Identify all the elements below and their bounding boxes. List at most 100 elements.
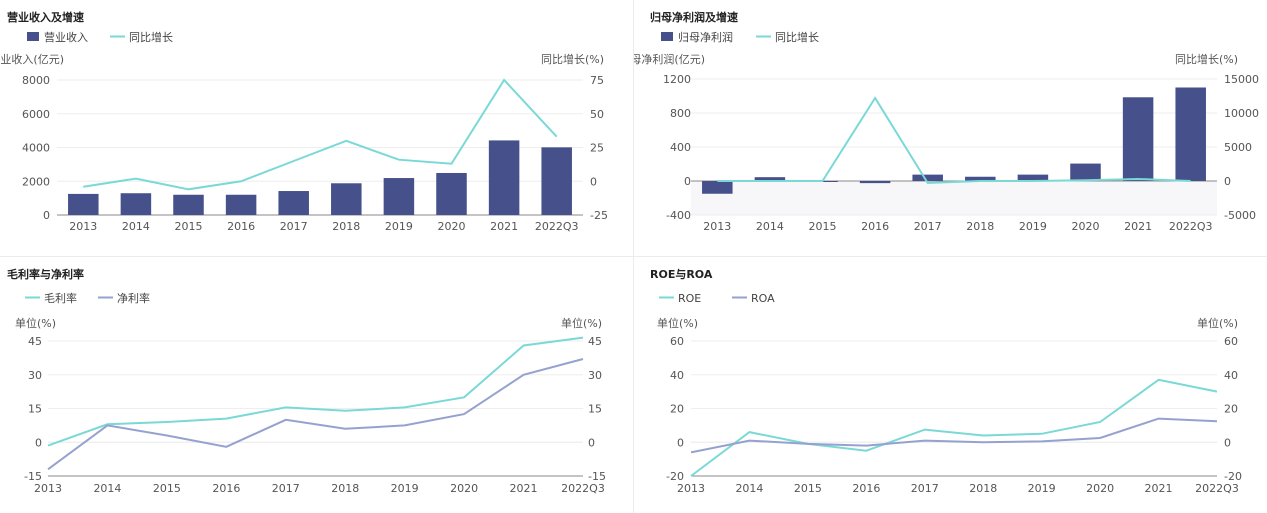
x-tick-label: 2013	[69, 220, 97, 233]
y-tick-right: 75	[590, 74, 604, 87]
series-line-ROE	[690, 378, 1218, 477]
y-tick-left: 6000	[22, 108, 50, 121]
x-tick-label: 2017	[272, 482, 300, 495]
y-tick-right: 15	[588, 403, 602, 416]
legend-label-1: ROA	[751, 292, 775, 305]
y-tick-left: -400	[666, 209, 691, 222]
x-tick-label: 2015	[175, 220, 203, 233]
legend-label-0: 归母净利润	[678, 30, 733, 44]
bar-2018	[331, 183, 362, 215]
y-tick-left: 45	[28, 335, 42, 348]
negative-area-band	[691, 181, 1217, 215]
y-tick-right: 40	[1224, 369, 1238, 382]
x-tick-label: 2021	[1124, 220, 1152, 233]
x-tick-label: 2016	[861, 220, 889, 233]
x-tick-label: 2014	[756, 220, 784, 233]
x-tick-label: 2020	[1086, 482, 1114, 495]
y-tick-right: 60	[1224, 335, 1238, 348]
legend-label-0: 毛利率	[44, 291, 77, 305]
x-tick-label: 2022Q3	[535, 220, 579, 233]
bar-2021	[488, 140, 520, 215]
net-profit-chart-panel: 归母净利润及增速 -400 0 400 800 1200 -5000 0 5000 10000 1…	[634, 0, 1267, 256]
bar-2017	[912, 174, 943, 181]
x-tick-label: 2017	[911, 482, 939, 495]
x-tick-label: 2016	[852, 482, 880, 495]
series-line-ROA	[690, 417, 1218, 454]
chart-title: 毛利率与净利率	[7, 268, 84, 281]
bar-2015	[173, 194, 204, 215]
net-profit-chart: -400 0 400 800 1200 -5000 0 5000 10000 15000 归母净利润…	[634, 30, 1259, 233]
chart-title: 归母净利润及增速	[650, 11, 738, 24]
y-tick-left: 800	[670, 107, 691, 120]
roe-roa-chart-panel: ROE与ROA -20 0 20 40 60 -20 0 20 40 60 单位(%) 单位(%) 20…	[634, 257, 1267, 513]
legend-label-1: 同比增长	[775, 30, 819, 44]
y-tick-left: -15	[24, 470, 42, 483]
x-tick-label: 2016	[227, 220, 255, 233]
x-tick-label: 2021	[490, 220, 518, 233]
bar-2016	[225, 194, 257, 215]
x-tick-label: 2018	[331, 482, 359, 495]
y-axis-title-right: 单位(%)	[1197, 316, 1238, 330]
x-tick-label: 2014	[93, 482, 121, 495]
x-tick-label: 2014	[122, 220, 150, 233]
x-tick-label: 2020	[438, 220, 466, 233]
series-line-毛利率	[47, 336, 584, 447]
legend-label-0: 营业收入	[44, 30, 88, 44]
x-tick-label: 2016	[212, 482, 240, 495]
margin-chart: -15 0 15 30 45 -15 0 15 30 45 单位(%) 单位(%) 2013 2014 20…	[15, 291, 606, 495]
y-tick-right: 20	[1224, 403, 1238, 416]
bar-2014	[120, 193, 152, 215]
y-tick-right: 0	[1224, 436, 1231, 449]
x-tick-label: 2020	[450, 482, 478, 495]
growth-line	[717, 96, 1191, 185]
x-tick-label: 2015	[153, 482, 181, 495]
y-tick-left: 0	[43, 209, 50, 222]
y-axis-title-left: 归母净利润(亿元)	[634, 52, 705, 66]
y-tick-right: -20	[1224, 470, 1242, 483]
y-tick-right: 0	[1224, 175, 1231, 188]
y-tick-left: 60	[670, 335, 684, 348]
y-tick-left: 40	[670, 369, 684, 382]
bar-2020	[436, 172, 467, 215]
y-tick-right: 30	[588, 369, 602, 382]
x-tick-label: 2018	[332, 220, 360, 233]
y-tick-left: 0	[677, 436, 684, 449]
bar-2016	[859, 181, 891, 184]
bar-2020	[1070, 163, 1101, 181]
bar-2013	[702, 181, 733, 194]
y-axis-title-right: 同比增长(%)	[541, 52, 604, 66]
x-tick-label: 2018	[969, 482, 997, 495]
y-tick-right: -15	[588, 470, 606, 483]
y-tick-left: 4000	[22, 142, 50, 155]
y-axis-title-left: 营业收入(亿元)	[0, 52, 64, 66]
y-tick-right: 45	[588, 335, 602, 348]
legend-swatch-0	[27, 32, 39, 41]
y-tick-right: 25	[590, 142, 604, 155]
x-tick-label: 2019	[385, 220, 413, 233]
y-tick-right: 0	[588, 436, 595, 449]
x-tick-label: 2020	[1072, 220, 1100, 233]
bar-2019	[383, 178, 415, 215]
bar-2013	[68, 193, 99, 215]
growth-line	[83, 78, 558, 191]
x-tick-label: 2018	[966, 220, 994, 233]
chart-title: 营业收入及增速	[7, 11, 84, 24]
y-tick-left: 0	[35, 436, 42, 449]
x-tick-label: 2019	[1028, 482, 1056, 495]
y-tick-left: 2000	[22, 175, 50, 188]
bar-2017	[278, 191, 309, 215]
x-tick-label: 2021	[510, 482, 538, 495]
x-tick-label: 2015	[809, 220, 837, 233]
y-tick-right: 10000	[1224, 107, 1259, 120]
bar-2018	[965, 176, 996, 181]
y-axis-title-right: 单位(%)	[561, 316, 602, 330]
x-tick-label: 2019	[391, 482, 419, 495]
y-tick-left: 15	[28, 403, 42, 416]
legend-swatch-0	[661, 32, 673, 41]
bar-2022Q3	[541, 147, 572, 215]
x-tick-label: 2014	[735, 482, 763, 495]
x-tick-label: 2013	[703, 220, 731, 233]
legend-label-1: 净利率	[117, 291, 150, 305]
y-tick-left: 0	[684, 175, 691, 188]
bar-2022Q3	[1175, 87, 1206, 181]
